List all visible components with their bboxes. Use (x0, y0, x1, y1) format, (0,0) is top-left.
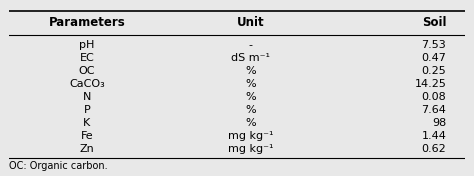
Text: Zn: Zn (80, 144, 94, 154)
Text: 0.47: 0.47 (421, 53, 447, 63)
Text: 7.64: 7.64 (421, 105, 447, 115)
Text: Soil: Soil (422, 16, 447, 29)
Text: Fe: Fe (81, 131, 93, 141)
Text: 0.08: 0.08 (421, 92, 447, 102)
Text: 98: 98 (432, 118, 447, 128)
Text: %: % (246, 105, 256, 115)
Text: %: % (246, 66, 256, 76)
Text: 7.53: 7.53 (421, 40, 447, 50)
Text: K: K (83, 118, 91, 128)
Text: 1.44: 1.44 (421, 131, 447, 141)
Text: %: % (246, 118, 256, 128)
Text: N: N (82, 92, 91, 102)
Text: mg kg⁻¹: mg kg⁻¹ (228, 131, 273, 141)
Text: 14.25: 14.25 (414, 79, 447, 89)
Text: dS m⁻¹: dS m⁻¹ (231, 53, 270, 63)
Text: %: % (246, 79, 256, 89)
Text: %: % (246, 92, 256, 102)
Text: pH: pH (79, 40, 94, 50)
Text: mg kg⁻¹: mg kg⁻¹ (228, 144, 273, 154)
Text: Parameters: Parameters (48, 16, 125, 29)
Text: -: - (249, 40, 253, 50)
Text: EC: EC (80, 53, 94, 63)
Text: 0.62: 0.62 (421, 144, 447, 154)
Text: P: P (83, 105, 90, 115)
Text: OC: OC (79, 66, 95, 76)
Text: OC: Organic carbon.: OC: Organic carbon. (9, 161, 108, 171)
Text: 0.25: 0.25 (421, 66, 447, 76)
Text: CaCO₃: CaCO₃ (69, 79, 105, 89)
Text: Unit: Unit (237, 16, 264, 29)
